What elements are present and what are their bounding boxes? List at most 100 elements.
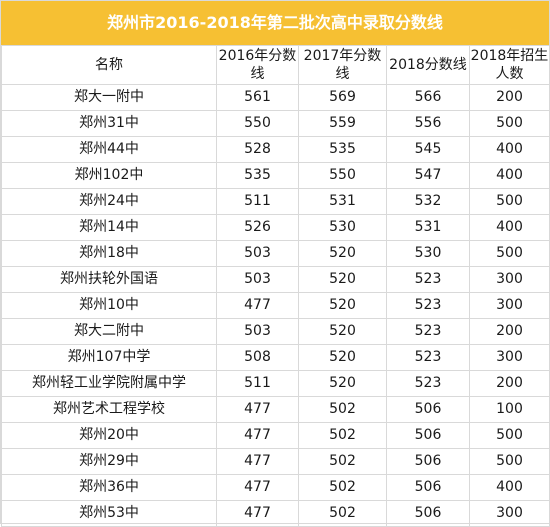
school-name-cell: 郑州轻工业学院附属中学	[1, 370, 217, 397]
school-name-cell: 郑州10中	[1, 292, 217, 319]
enrollment-2018-cell: 500	[469, 188, 550, 215]
enrollment-2018-cell: 500	[469, 110, 550, 137]
score-2017-cell: 520	[298, 266, 387, 293]
school-name-cell: 郑州102中	[1, 162, 217, 189]
score-2017-cell: 502	[298, 500, 387, 527]
score-2018-cell: 523	[386, 370, 470, 397]
score-2018-cell: 523	[386, 344, 470, 371]
score-2017-cell: 520	[298, 318, 387, 345]
score-2016-cell: 561	[216, 84, 299, 111]
score-2017-cell: 502	[298, 422, 387, 449]
table-row: 郑州29中 477 502 506 500	[1, 448, 550, 475]
score-2018-cell: 545	[386, 136, 470, 163]
school-name-cell: 郑州18中	[1, 240, 217, 267]
school-name-cell: 郑州扶轮外国语	[1, 266, 217, 293]
enrollment-2018-cell: 400	[469, 136, 550, 163]
table-row: 郑州14中 526 530 531 400	[1, 214, 550, 241]
school-name-cell: 郑州36中	[1, 474, 217, 501]
table-row: 郑州扶轮外国语 503 520 523 300	[1, 266, 550, 293]
score-2017-cell: 520	[298, 344, 387, 371]
score-2017-cell: 531	[298, 188, 387, 215]
table-row: 郑州艺术工程学校 477 502 506 100	[1, 396, 550, 423]
score-2016-cell: 526	[216, 214, 299, 241]
table-row: 郑州31中 550 559 556 500	[1, 110, 550, 137]
table-title: 郑州市2016-2018年第二批次高中录取分数线	[1, 1, 549, 45]
table-row: 郑大一附中 561 569 566 200	[1, 84, 550, 111]
school-name-cell: 郑大一附中	[1, 84, 217, 111]
header-2018-score: 2018分数线	[386, 45, 470, 85]
table-row: 郑州102中 535 550 547 400	[1, 162, 550, 189]
score-2016-cell: 535	[216, 162, 299, 189]
school-name-cell: 郑州20中	[1, 422, 217, 449]
score-2016-cell: 508	[216, 344, 299, 371]
table-row: 郑州107中学 508 520 523 300	[1, 344, 550, 371]
score-2016-cell: 511	[216, 370, 299, 397]
score-2016-cell: 503	[216, 240, 299, 267]
score-2016-cell: 477	[216, 396, 299, 423]
table-row: 郑州24中 511 531 532 500	[1, 188, 550, 215]
score-2018-cell: 547	[386, 162, 470, 189]
score-2016-cell: 503	[216, 266, 299, 293]
score-2017-cell: 520	[298, 240, 387, 267]
table-row: 郑州44中 528 535 545 400	[1, 136, 550, 163]
score-2018-cell: 566	[386, 84, 470, 111]
enrollment-2018-cell: 100	[469, 396, 550, 423]
score-2018-cell: 506	[386, 500, 470, 527]
school-name-cell: 郑州107中学	[1, 344, 217, 371]
score-table: 名称 2016年分数线 2017年分数线 2018分数线 2018年招生人数 郑…	[1, 45, 550, 527]
score-2017-cell: 502	[298, 474, 387, 501]
score-2016-cell: 477	[216, 422, 299, 449]
school-name-cell: 郑大二附中	[1, 318, 217, 345]
score-2017-cell: 535	[298, 136, 387, 163]
score-2018-cell: 506	[386, 396, 470, 423]
score-2017-cell: 520	[298, 292, 387, 319]
enrollment-2018-cell: 200	[469, 84, 550, 111]
score-2016-cell: 503	[216, 318, 299, 345]
school-name-cell: 郑州24中	[1, 188, 217, 215]
enrollment-2018-cell: 400	[469, 214, 550, 241]
header-name: 名称	[1, 45, 217, 85]
school-name-cell: 郑州31中	[1, 110, 217, 137]
enrollment-2018-cell: 500	[469, 422, 550, 449]
score-2018-cell: 523	[386, 318, 470, 345]
table-row: 郑大二附中 503 520 523 200	[1, 318, 550, 345]
score-2018-cell: 506	[386, 448, 470, 475]
table-row: 郑州20中 477 502 506 500	[1, 422, 550, 449]
school-name-cell: 郑州53中	[1, 500, 217, 527]
score-2017-cell: 502	[298, 448, 387, 475]
enrollment-2018-cell: 300	[469, 500, 550, 527]
score-2016-cell: 528	[216, 136, 299, 163]
header-2016-score: 2016年分数线	[216, 45, 299, 85]
school-name-cell: 郑州艺术工程学校	[1, 396, 217, 423]
table-row: 郑州轻工业学院附属中学 511 520 523 200	[1, 370, 550, 397]
score-2018-cell: 530	[386, 240, 470, 267]
header-row: 名称 2016年分数线 2017年分数线 2018分数线 2018年招生人数	[1, 45, 550, 85]
school-name-cell: 郑州29中	[1, 448, 217, 475]
table-row: 郑州36中 477 502 506 400	[1, 474, 550, 501]
enrollment-2018-cell: 200	[469, 370, 550, 397]
score-2018-cell: 523	[386, 266, 470, 293]
score-2018-cell: 556	[386, 110, 470, 137]
table-row: 郑州53中 477 502 506 300	[1, 500, 550, 527]
enrollment-2018-cell: 200	[469, 318, 550, 345]
score-2016-cell: 550	[216, 110, 299, 137]
school-name-cell: 郑州44中	[1, 136, 217, 163]
score-2018-cell: 506	[386, 474, 470, 501]
enrollment-2018-cell: 300	[469, 344, 550, 371]
score-2017-cell: 550	[298, 162, 387, 189]
score-2017-cell: 559	[298, 110, 387, 137]
score-2016-cell: 477	[216, 292, 299, 319]
school-name-cell: 郑州14中	[1, 214, 217, 241]
score-2016-cell: 477	[216, 474, 299, 501]
score-2016-cell: 477	[216, 448, 299, 475]
score-2017-cell: 502	[298, 396, 387, 423]
score-2016-cell: 477	[216, 500, 299, 527]
score-2018-cell: 523	[386, 292, 470, 319]
table-row: 郑州18中 503 520 530 500	[1, 240, 550, 267]
enrollment-2018-cell: 400	[469, 162, 550, 189]
enrollment-2018-cell: 400	[469, 474, 550, 501]
header-2018-enrollment: 2018年招生人数	[469, 45, 550, 85]
enrollment-2018-cell: 300	[469, 292, 550, 319]
score-2017-cell: 530	[298, 214, 387, 241]
